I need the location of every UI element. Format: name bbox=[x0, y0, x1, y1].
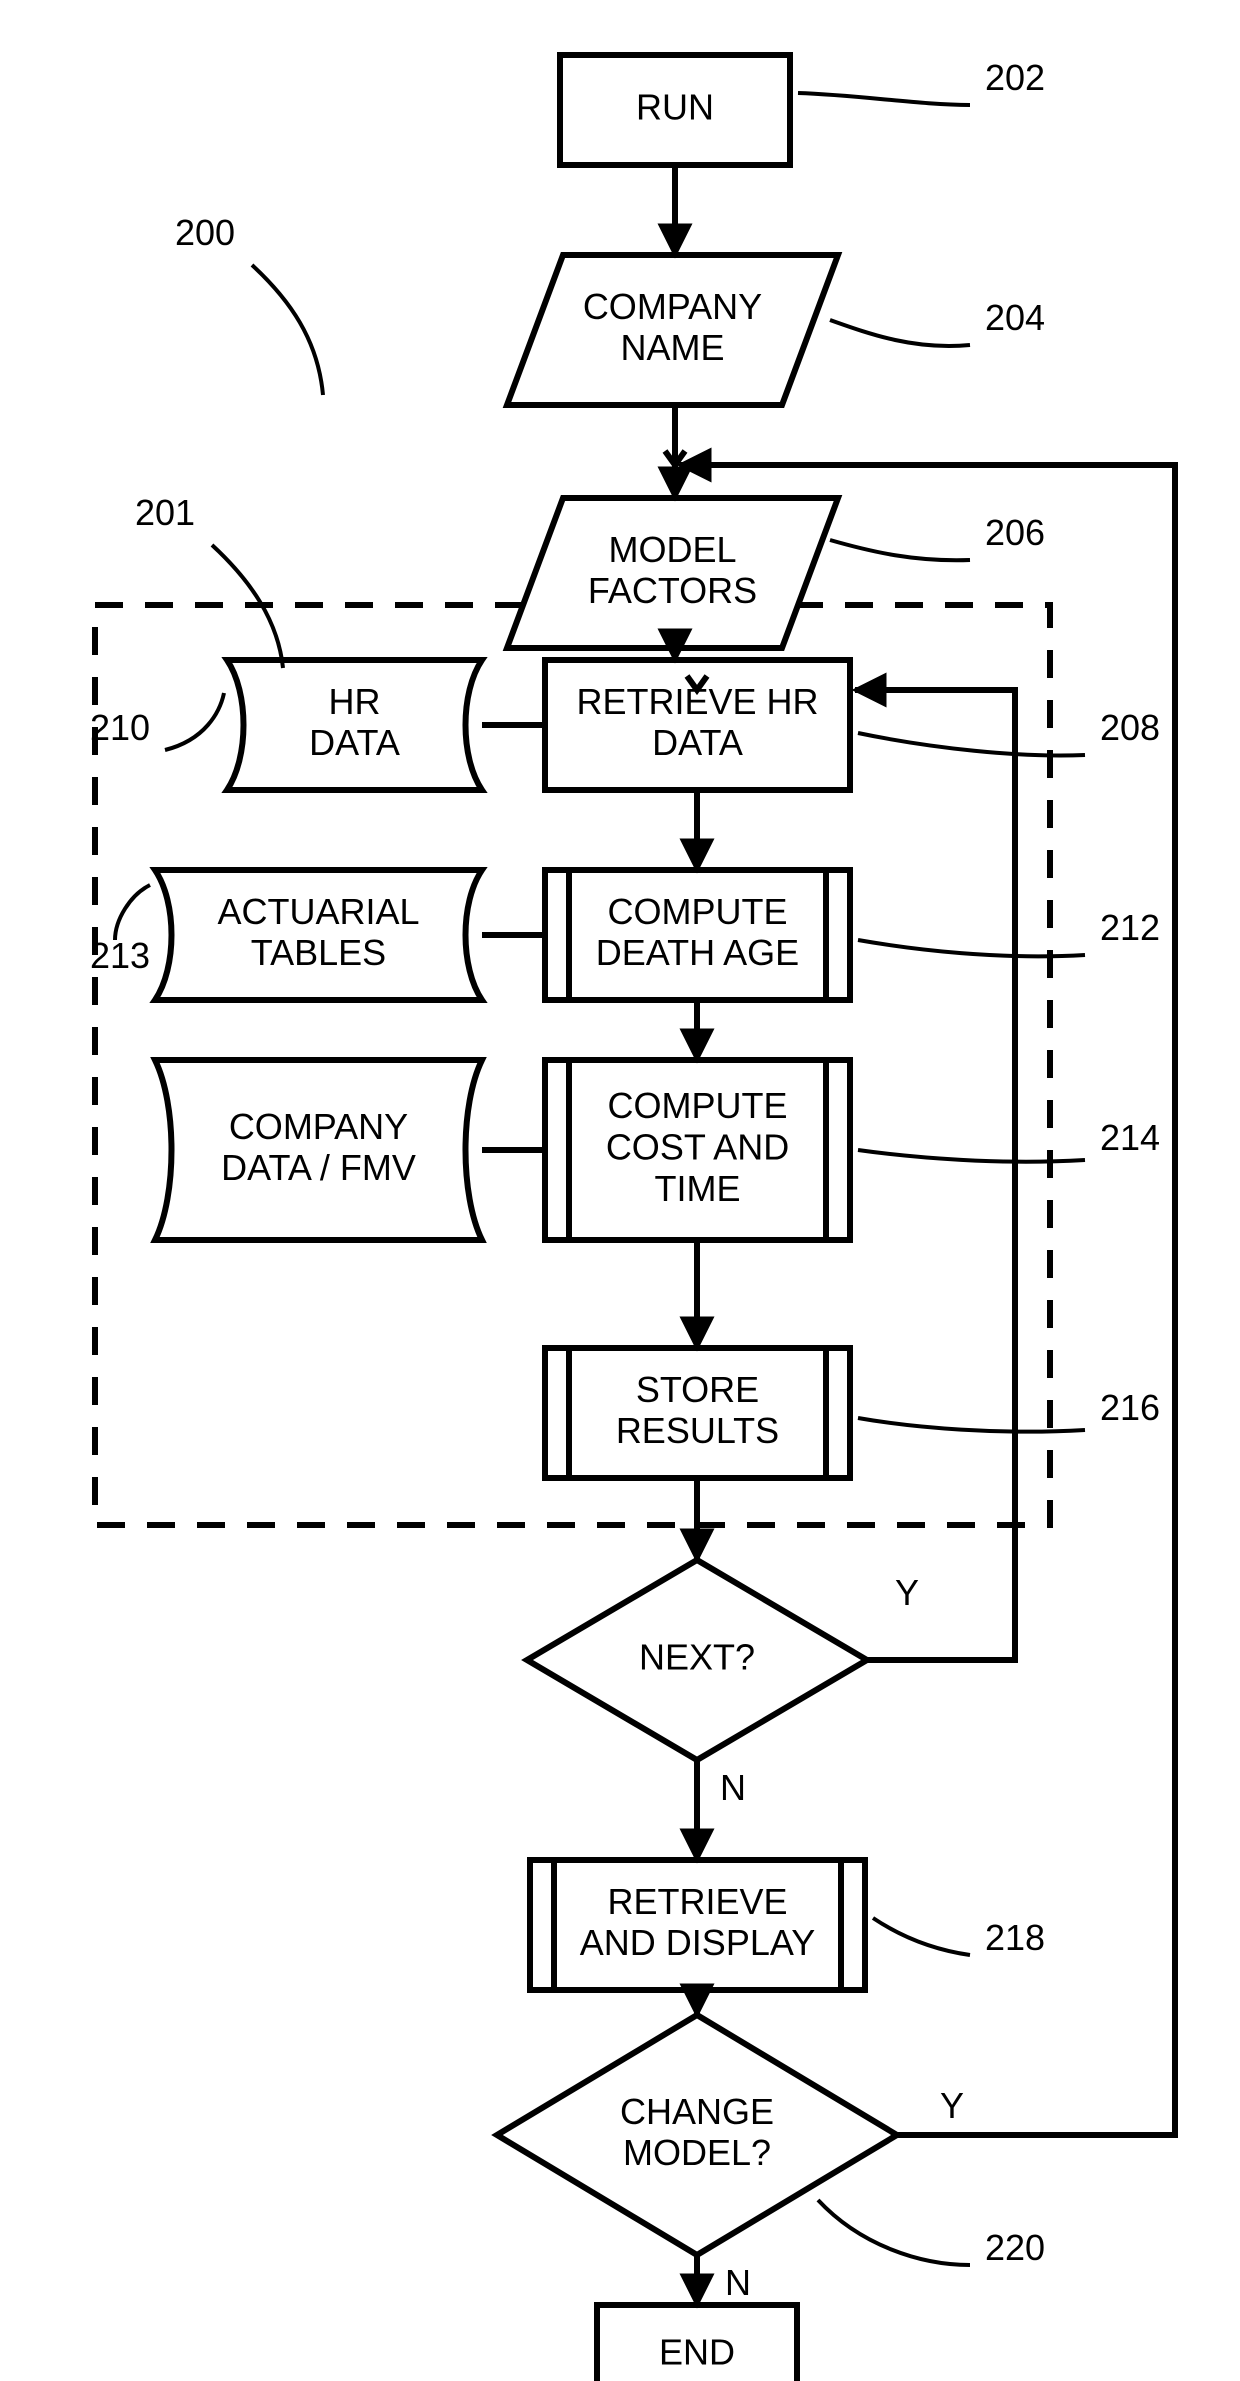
decision-label-chg_y: Y bbox=[940, 2085, 964, 2126]
callout-line-200 bbox=[252, 265, 323, 395]
cost-label: COMPUTE bbox=[608, 1085, 788, 1126]
store-label: STORE bbox=[636, 1369, 759, 1410]
company-label: COMPANY bbox=[583, 286, 762, 327]
callout-line-204 bbox=[830, 320, 970, 346]
callout-204: 204 bbox=[985, 297, 1045, 338]
decision-label-chg_n: N bbox=[725, 2262, 751, 2303]
end-label: END bbox=[659, 2332, 735, 2373]
callout-line-218 bbox=[873, 1918, 970, 1955]
cost-label: TIME bbox=[655, 1168, 741, 1209]
hr_db-label: HR bbox=[329, 681, 381, 722]
store-label: RESULTS bbox=[616, 1410, 779, 1451]
callout-line-213 bbox=[115, 885, 150, 940]
death-label: COMPUTE bbox=[608, 891, 788, 932]
edge-nextq-retrieve_loop bbox=[855, 690, 1015, 1660]
callout-202: 202 bbox=[985, 57, 1045, 98]
fmv_db-label: COMPANY bbox=[229, 1106, 408, 1147]
act_db-label: ACTUARIAL bbox=[217, 891, 419, 932]
model-label: MODEL bbox=[608, 529, 736, 570]
callout-line-206 bbox=[830, 540, 970, 560]
callout-208: 208 bbox=[1100, 707, 1160, 748]
retrieve-label: DATA bbox=[652, 722, 743, 763]
callout-213: 213 bbox=[90, 935, 150, 976]
callout-line-202 bbox=[798, 93, 970, 105]
decision-label-next_y: Y bbox=[895, 1572, 919, 1613]
flowchart-canvas: RUNCOMPANYNAMEMODELFACTORSHRDATAACTUARIA… bbox=[0, 0, 1240, 2381]
display-label: RETRIEVE bbox=[607, 1881, 787, 1922]
company-label: NAME bbox=[620, 327, 724, 368]
callout-line-220 bbox=[818, 2200, 970, 2265]
callout-214: 214 bbox=[1100, 1117, 1160, 1158]
changeq-label: MODEL? bbox=[623, 2132, 771, 2173]
callout-212: 212 bbox=[1100, 907, 1160, 948]
callout-216: 216 bbox=[1100, 1387, 1160, 1428]
callout-210: 210 bbox=[90, 707, 150, 748]
callout-200: 200 bbox=[175, 212, 235, 253]
decision-label-next_n: N bbox=[720, 1767, 746, 1808]
act_db-label: TABLES bbox=[251, 932, 386, 973]
callout-206: 206 bbox=[985, 512, 1045, 553]
callout-220: 220 bbox=[985, 2227, 1045, 2268]
fmv_db-label: DATA / FMV bbox=[221, 1147, 416, 1188]
death-label: DEATH AGE bbox=[596, 932, 799, 973]
callout-line-210 bbox=[165, 693, 224, 750]
callout-201: 201 bbox=[135, 492, 195, 533]
changeq-label: CHANGE bbox=[620, 2091, 774, 2132]
cost-label: COST AND bbox=[606, 1127, 789, 1168]
nextq-label: NEXT? bbox=[639, 1637, 755, 1678]
callout-218: 218 bbox=[985, 1917, 1045, 1958]
display-label: AND DISPLAY bbox=[580, 1922, 815, 1963]
model-label: FACTORS bbox=[588, 570, 757, 611]
hr_db-label: DATA bbox=[309, 722, 400, 763]
run-label: RUN bbox=[636, 87, 714, 128]
